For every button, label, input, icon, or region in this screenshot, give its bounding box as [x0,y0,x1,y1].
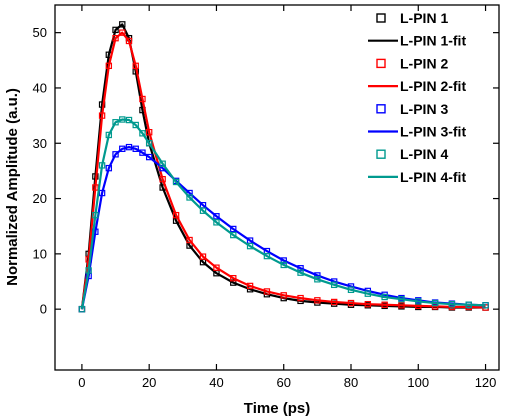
x-tick-label: 40 [209,375,223,390]
y-tick-label: 10 [33,246,47,261]
data-point [145,140,153,147]
data-point [119,29,126,36]
plot-area [55,5,499,370]
plot-frame [54,4,500,371]
data-point [199,207,207,214]
fit-line [80,31,486,310]
legend-label: L-PIN 3 [400,101,448,117]
legend-marker [376,149,386,159]
fit-line [80,118,486,310]
x-tick-label: 0 [78,375,85,390]
ticks-layer: 0 20 40 60 80 100 120 0 10 20 30 40 50 [33,5,499,390]
data-point [186,194,193,201]
data-point [199,253,207,260]
legend-marker [376,13,386,23]
legend-fit-label: L-PIN 2-fit [400,78,466,94]
x-axis-title: Time (ps) [244,400,310,417]
data-point [139,130,146,137]
y-axis-title: Normalized Amplitude (a.u.) [4,88,21,286]
data-point [186,236,193,244]
data-point [230,231,237,239]
data-point [230,225,237,233]
data-point [246,242,254,250]
data-point [172,178,180,186]
data-point [139,149,146,156]
legend-label: L-PIN 2 [400,55,448,71]
legend-marker [376,58,386,69]
series-layer [78,21,489,313]
y-tick-label: 20 [33,191,47,206]
legend-label: L-PIN 4 [400,146,448,162]
x-tick-label: 100 [407,375,429,390]
data-point [213,219,220,226]
y-tick-label: 40 [33,80,47,95]
data-point [132,121,139,129]
legend-label: L-PIN 1 [400,10,448,26]
axes-layer [54,4,500,371]
x-tick-label: 20 [142,375,156,390]
x-tick-label: 80 [344,375,358,390]
legend-fit-label: L-PIN 1-fit [400,33,466,49]
legend-fit-label: L-PIN 3-fit [400,124,466,140]
data-point [263,252,271,260]
y-tick-label: 0 [40,302,47,317]
legend: L-PIN 1 L-PIN 1-fit L-PIN 2 L-PIN 2-fit L-PI… [368,10,466,185]
y-tick-label: 50 [33,25,47,40]
x-tick-label: 60 [276,375,290,390]
y-tick-label: 30 [33,136,47,151]
x-tick-label: 120 [475,375,497,390]
data-point [112,151,119,158]
legend-fit-label: L-PIN 4-fit [400,169,466,185]
data-point [213,213,220,220]
series-4 [78,116,489,313]
data-point [159,160,166,167]
data-point [119,21,126,28]
legend-marker [376,104,386,114]
data-point [145,153,153,161]
data-point [213,264,220,271]
